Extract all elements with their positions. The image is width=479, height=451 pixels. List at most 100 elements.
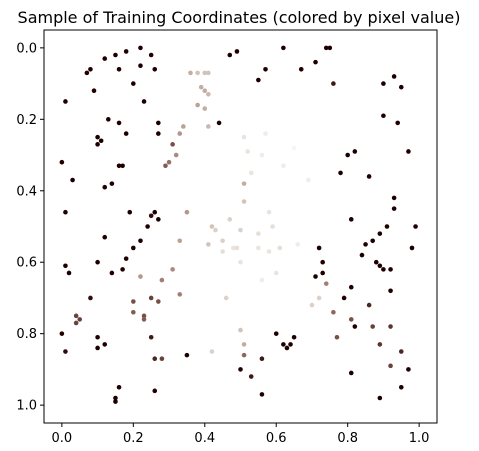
scatter-point: [242, 135, 247, 140]
y-tick-label: 0.8: [16, 327, 37, 342]
scatter-point: [152, 389, 157, 394]
scatter-point: [381, 81, 386, 86]
scatter-point: [149, 213, 154, 218]
scatter-point: [274, 331, 279, 336]
scatter-point: [145, 224, 150, 229]
y-tick-label: 0.6: [16, 256, 37, 271]
scatter-point: [174, 153, 179, 158]
scatter-point: [220, 238, 225, 243]
scatter-point: [74, 314, 79, 319]
scatter-point: [95, 335, 100, 340]
scatter-point: [256, 231, 261, 236]
scatter-point: [374, 260, 379, 265]
scatter-point: [299, 67, 304, 72]
scatter-point: [238, 260, 243, 265]
scatter-point: [238, 228, 243, 233]
scatter-point: [206, 92, 211, 97]
scatter-point: [156, 217, 161, 222]
scatter-point: [242, 342, 247, 347]
scatter-point: [63, 349, 68, 354]
scatter-point: [260, 392, 265, 397]
scatter-point: [160, 278, 165, 283]
plot-frame: [44, 30, 437, 423]
scatter-point: [406, 149, 411, 154]
scatter-point: [138, 63, 143, 68]
points-layer: [60, 46, 418, 404]
scatter-point: [328, 46, 333, 51]
scatter-point: [113, 399, 118, 404]
scatter-point: [177, 131, 182, 136]
scatter-point: [388, 364, 393, 369]
scatter-point: [242, 181, 247, 186]
scatter-point: [124, 49, 129, 54]
scatter-point: [353, 149, 358, 154]
scatter-point: [142, 99, 147, 104]
scatter-point: [310, 303, 315, 308]
scatter-point: [235, 49, 240, 54]
y-tick-label: 0.0: [16, 41, 37, 56]
scatter-point: [349, 371, 354, 376]
scatter-point: [95, 260, 100, 265]
x-tick-label: 0.6: [266, 431, 287, 446]
scatter-point: [331, 81, 336, 86]
scatter-point: [102, 56, 107, 61]
scatter-point: [152, 356, 157, 361]
scatter-point: [285, 346, 290, 351]
scatter-point: [381, 267, 386, 272]
scatter-point: [367, 174, 372, 179]
scatter-point: [110, 271, 115, 276]
scatter-point: [156, 131, 161, 136]
scatter-point: [413, 224, 418, 229]
y-tick-label: 1.0: [16, 399, 37, 414]
scatter-point: [138, 274, 143, 279]
scatter-point: [131, 299, 136, 304]
scatter-point: [245, 149, 250, 154]
scatter-point: [131, 310, 136, 315]
scatter-point: [124, 256, 129, 261]
scatter-point: [220, 249, 225, 254]
scatter-point: [195, 103, 200, 108]
scatter-point: [110, 181, 115, 186]
scatter-point: [317, 246, 322, 251]
scatter-point: [202, 106, 207, 111]
scatter-point: [124, 131, 129, 136]
scatter-point: [317, 296, 322, 301]
scatter-point: [88, 296, 93, 301]
scatter-point: [381, 113, 386, 118]
y-tick-label: 0.2: [16, 113, 37, 128]
scatter-point: [370, 238, 375, 243]
scatter-point: [260, 278, 265, 283]
scatter-point: [152, 210, 157, 215]
scatter-point: [63, 264, 68, 269]
scatter-point: [367, 303, 372, 308]
scatter-point: [117, 67, 122, 72]
scatter-point: [395, 121, 400, 126]
y-tick-label: 0.4: [16, 184, 37, 199]
scatter-point: [131, 81, 136, 86]
scatter-point: [238, 328, 243, 333]
scatter-point: [217, 121, 222, 126]
scatter-point: [127, 210, 132, 215]
scatter-point: [60, 160, 65, 165]
scatter-point: [163, 163, 168, 168]
scatter-point: [281, 342, 286, 347]
scatter-point: [392, 196, 397, 201]
scatter-point: [120, 163, 125, 168]
scatter-point: [67, 271, 72, 276]
scatter-point: [263, 131, 268, 136]
scatter-point: [188, 71, 193, 76]
scatter-point: [117, 385, 122, 390]
scatter-point: [149, 335, 154, 340]
scatter-point: [202, 88, 207, 93]
scatter-point: [95, 346, 100, 351]
scatter-point: [281, 163, 286, 168]
scatter-point: [292, 146, 297, 151]
scatter-point: [63, 210, 68, 215]
scatter-point: [360, 253, 365, 258]
scatter-point: [206, 71, 211, 76]
y-axis: 0.0 0.2 0.4 0.6 0.8 1.0: [16, 41, 44, 413]
scatter-point: [345, 153, 350, 158]
scatter-point: [210, 224, 215, 229]
scatter-point: [156, 121, 161, 126]
